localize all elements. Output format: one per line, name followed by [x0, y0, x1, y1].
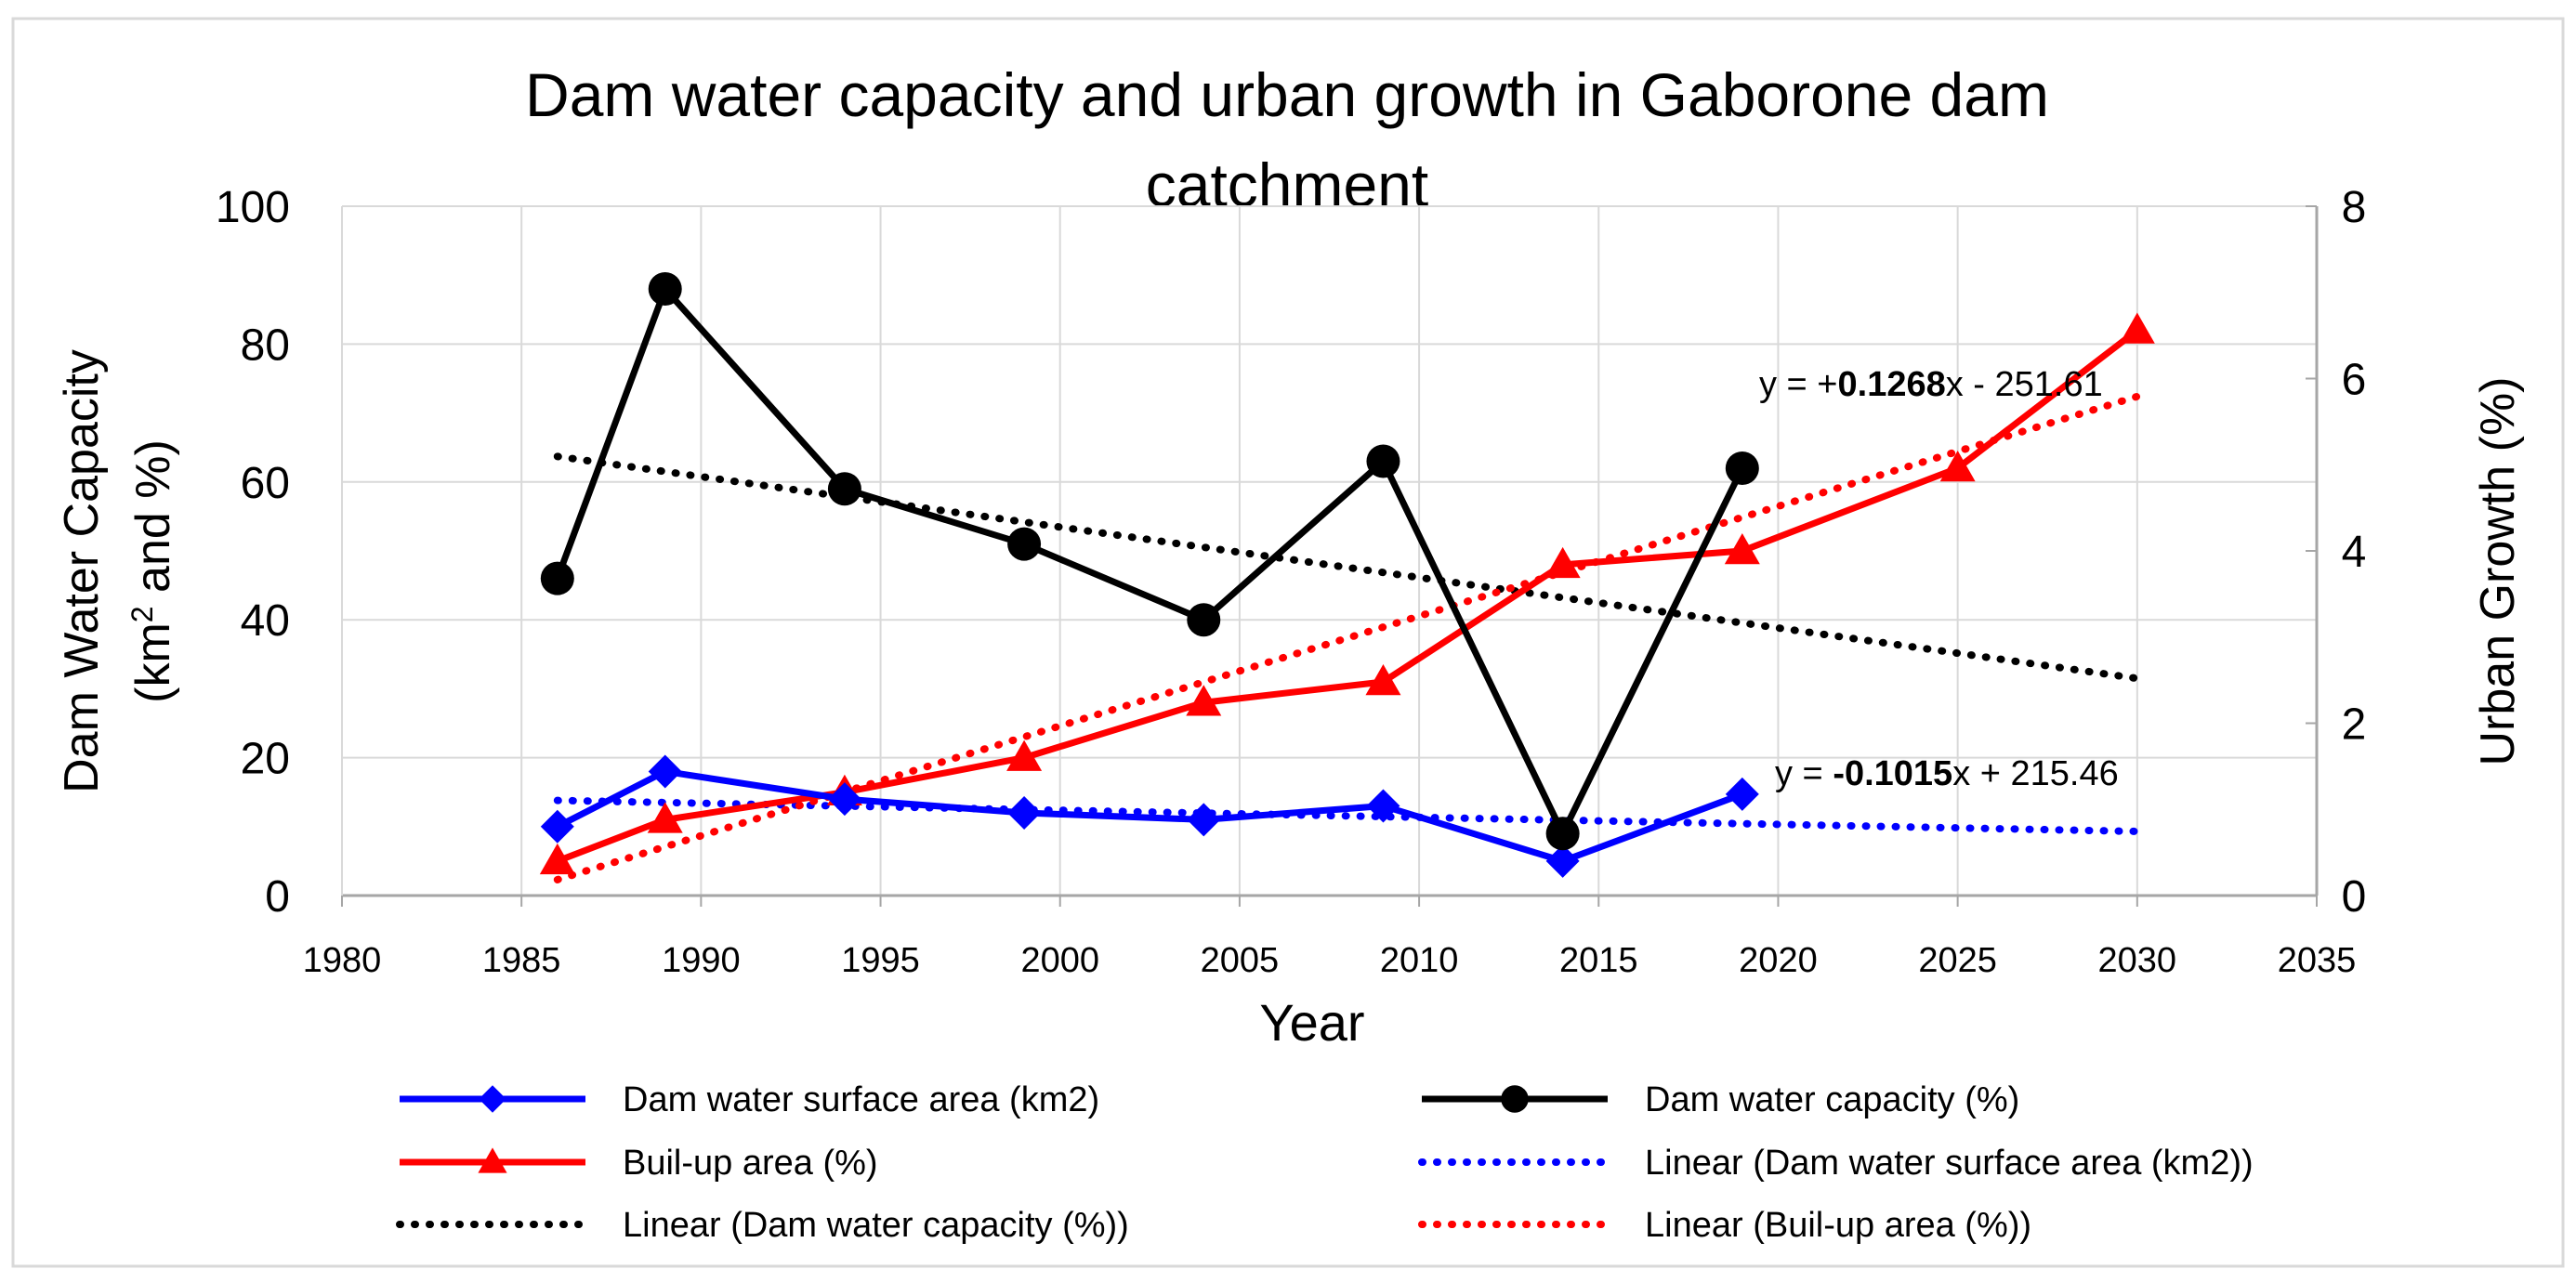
x-tick-label: 1995 [841, 941, 920, 980]
legend-item-surface-area: Dam water surface area (km2) [400, 1080, 1099, 1119]
y2-tick-label: 0 [2342, 872, 2367, 922]
y-tick-label: 40 [241, 596, 290, 646]
y-tick-label: 80 [241, 320, 290, 370]
x-tick-label: 2020 [1739, 941, 1818, 980]
y2-tick-label: 6 [2342, 356, 2367, 405]
legend-label: Dam water surface area (km2) [623, 1080, 1099, 1119]
x-tick-label: 1985 [482, 941, 561, 980]
triangle-marker [1006, 739, 1043, 771]
legend-item-builtup: Buil-up area (%) [400, 1144, 878, 1183]
tick-label-layer: 1980 1985 1990 1995 2000 2005 2010 2015 2020 2025… [216, 183, 2366, 980]
trendline-surface-area [553, 796, 2141, 835]
y-tick-label: 20 [241, 735, 290, 784]
x-tick-label: 2035 [2278, 941, 2357, 980]
series-layer [539, 272, 2155, 878]
trend-equation-surface: y = -0.1015x + 215.46 [1775, 754, 2119, 793]
legend-label: Linear (Dam water capacity (%)) [623, 1206, 1129, 1245]
triangle-marker [647, 802, 683, 833]
y2-tick-label: 4 [2342, 528, 2367, 577]
chart-title-line2: catchment [1146, 150, 1428, 219]
eq-builtup-slope: 0.1268 [1838, 365, 1946, 404]
diamond-marker [1007, 795, 1042, 830]
circle-marker [540, 561, 574, 595]
diamond-marker [1366, 789, 1400, 823]
triangle-marker [478, 1147, 507, 1173]
triangle-marker [1544, 546, 1581, 579]
triangle-marker [1724, 533, 1760, 565]
x-tick-label: 2005 [1201, 941, 1280, 980]
diamond-marker [1725, 777, 1759, 811]
circle-marker [648, 272, 682, 307]
legend-item-linear-dam-capacity: Linear (Dam water capacity (%)) [396, 1206, 1129, 1245]
y-axis-label: Dam Water Capacity [55, 349, 109, 793]
eq-builtup-suffix: x - 251.61 [1946, 365, 2103, 404]
x-tick-label: 1980 [303, 941, 382, 980]
legend-label: Dam water capacity (%) [1645, 1080, 2019, 1119]
trend-equation-builtup: y = +0.1268x - 251.61 [1759, 365, 2103, 404]
diamond-marker [479, 1085, 506, 1113]
legend-label: Buil-up area (%) [623, 1144, 878, 1183]
y-tick-label: 0 [265, 872, 290, 922]
x-tick-label: 2010 [1380, 941, 1459, 980]
eq-surface-prefix: y = [1775, 754, 1833, 793]
legend: Dam water surface area (km2) Dam water ca… [396, 1080, 2254, 1245]
circle-marker [1545, 817, 1580, 851]
y-axis-unit-prefix: (km [126, 622, 180, 703]
circle-marker [827, 472, 861, 506]
series-line-builtup [556, 327, 2139, 865]
triangle-marker [1365, 663, 1401, 696]
y-axis-unit-sup: 2 [125, 606, 159, 622]
y-axis-unit-suffix: and %) [126, 439, 180, 606]
diamond-marker [648, 754, 682, 789]
diamond-marker [1187, 803, 1221, 837]
y2-tick-label: 8 [2342, 183, 2367, 232]
circle-marker [1187, 603, 1221, 637]
x-tick-label: 2025 [1918, 941, 1997, 980]
series-line-dam-capacity [554, 285, 1745, 837]
triangle-marker [1186, 685, 1222, 716]
x-tick-label: 2030 [2098, 941, 2177, 980]
triangle-marker [539, 843, 575, 875]
y-tick-label: 100 [216, 183, 290, 232]
x-tick-label: 1990 [662, 941, 741, 980]
x-tick-label: 2000 [1020, 941, 1099, 980]
x-axis-label: Year [1259, 993, 1364, 1052]
eq-builtup-prefix: y = + [1759, 365, 1838, 404]
diamond-marker [540, 809, 574, 844]
triangle-marker [1939, 450, 1976, 482]
axes-layer [341, 205, 2319, 907]
trendline-dam-capacity [553, 452, 2141, 683]
legend-item-linear-builtup: Linear (Buil-up area (%)) [1418, 1206, 2031, 1245]
legend-label: Linear (Buil-up area (%)) [1645, 1206, 2031, 1245]
y2-tick-label: 2 [2342, 700, 2367, 750]
circle-marker [1725, 451, 1759, 485]
triangle-marker [2119, 312, 2155, 344]
diamond-marker [827, 782, 861, 817]
x-tick-label: 2015 [1559, 941, 1638, 980]
y2-axis-label: Urban Growth (%) [2471, 377, 2525, 766]
legend-label: Linear (Dam water surface area (km2)) [1645, 1144, 2254, 1183]
diamond-marker [1545, 844, 1580, 878]
y-tick-label: 60 [241, 459, 290, 508]
circle-marker [1007, 527, 1042, 561]
chart-title-line1: Dam water capacity and urban growth in G… [525, 60, 2049, 129]
series-line-surface-area [556, 767, 1744, 865]
y-axis-unit-label: (km2 and %) [125, 439, 180, 703]
circle-marker [1366, 444, 1400, 478]
eq-surface-suffix: x + 215.46 [1952, 754, 2119, 793]
trendline-layer [553, 392, 2141, 883]
eq-surface-slope: -0.1015 [1833, 754, 1952, 793]
legend-item-linear-surface-area: Linear (Dam water surface area (km2)) [1418, 1144, 2254, 1183]
circle-marker [1501, 1085, 1529, 1113]
legend-item-dam-capacity: Dam water capacity (%) [1422, 1080, 2019, 1119]
